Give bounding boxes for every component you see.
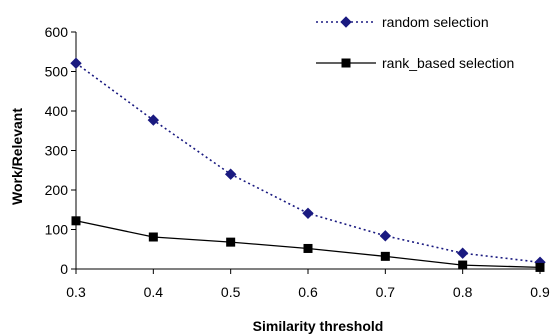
legend-label: rank_based selection xyxy=(382,55,514,71)
data-point xyxy=(456,247,469,259)
data-point xyxy=(71,216,81,226)
data-point xyxy=(147,114,160,126)
x-tick-label: 0.9 xyxy=(530,284,550,300)
data-point xyxy=(379,230,392,242)
series-line xyxy=(75,62,541,264)
series-random-selection xyxy=(70,57,546,268)
data-point xyxy=(148,232,158,242)
data-point xyxy=(535,262,545,272)
axes: 0 100 200 300 400 500 600 0.3 0.4 0.5 0.6 0.7 0.8 0.9 xyxy=(45,24,550,300)
data-point xyxy=(458,260,468,270)
data-point xyxy=(224,168,237,180)
data-point xyxy=(302,207,314,220)
legend-marker xyxy=(341,58,351,68)
x-tick-label: 0.6 xyxy=(298,284,318,300)
y-axis-title: Work/Relevant xyxy=(9,108,25,205)
y-tick-label: 0 xyxy=(60,261,68,277)
y-tick-label: 200 xyxy=(45,182,69,198)
x-tick-label: 0.8 xyxy=(453,284,473,300)
y-tick-label: 300 xyxy=(45,143,69,159)
data-point xyxy=(70,57,82,69)
legend: random selection rank_based selection xyxy=(316,14,514,71)
series-rank-based-selection xyxy=(71,216,545,272)
plot-area xyxy=(70,57,546,272)
x-axis-title: Similarity threshold xyxy=(253,318,384,334)
y-tick-label: 600 xyxy=(45,24,69,40)
data-point xyxy=(303,243,313,253)
data-point xyxy=(226,237,236,247)
y-tick-label: 500 xyxy=(45,64,69,80)
legend-marker xyxy=(340,16,352,28)
legend-label: random selection xyxy=(382,14,489,30)
data-point xyxy=(380,251,390,261)
x-tick-label: 0.4 xyxy=(144,284,164,300)
x-tick-label: 0.3 xyxy=(66,284,86,300)
x-tick-label: 0.7 xyxy=(376,284,396,300)
y-tick-label: 100 xyxy=(45,222,69,238)
x-tick-label: 0.5 xyxy=(221,284,241,300)
y-tick-label: 400 xyxy=(45,103,69,119)
